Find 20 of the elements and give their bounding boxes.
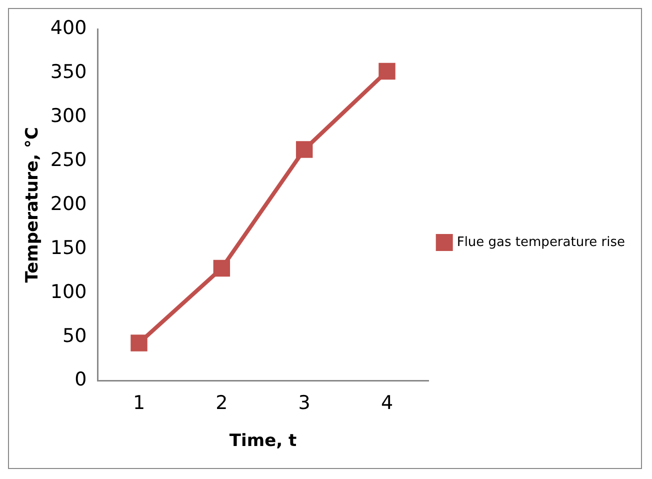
y-tick-label: 50 bbox=[62, 324, 87, 347]
y-tick-label: 100 bbox=[50, 280, 87, 303]
y-axis-title: Temperature, °C bbox=[22, 127, 43, 283]
x-tick-label: 4 bbox=[380, 392, 394, 414]
point bbox=[296, 141, 313, 158]
point bbox=[130, 334, 148, 352]
x-tick-label: 2 bbox=[216, 392, 228, 414]
x-tick-label: 3 bbox=[298, 392, 310, 414]
point bbox=[378, 62, 396, 80]
x-tick-label: 1 bbox=[132, 392, 146, 414]
x-axis-title: Time, t bbox=[229, 431, 297, 452]
y-tick-label: 200 bbox=[50, 192, 87, 215]
y-tick-label: 250 bbox=[50, 148, 87, 171]
legend-label: Flue gas temperature rise bbox=[456, 234, 625, 250]
y-tick-label: 0 bbox=[74, 368, 87, 391]
y-tick-label: 150 bbox=[50, 236, 87, 259]
point bbox=[213, 260, 230, 277]
y-tick-label: 350 bbox=[50, 60, 87, 83]
y-tick-label: 400 bbox=[50, 16, 87, 39]
y-tick-label: 300 bbox=[50, 104, 87, 127]
